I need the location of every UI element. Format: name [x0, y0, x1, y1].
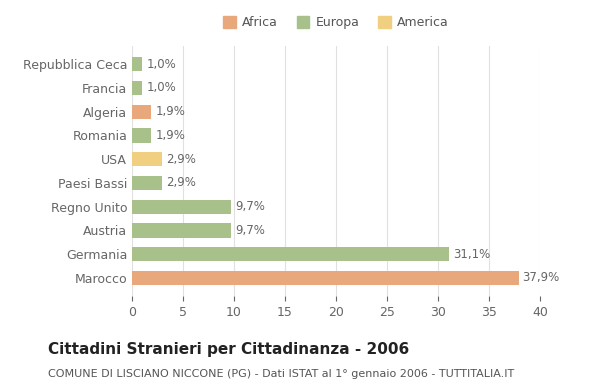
Text: 1,9%: 1,9% [155, 105, 185, 118]
Text: COMUNE DI LISCIANO NICCONE (PG) - Dati ISTAT al 1° gennaio 2006 - TUTTITALIA.IT: COMUNE DI LISCIANO NICCONE (PG) - Dati I… [48, 369, 514, 378]
Bar [132, 152, 161, 166]
Text: 2,9%: 2,9% [166, 153, 196, 166]
Text: 2,9%: 2,9% [166, 176, 196, 189]
Bar [132, 200, 231, 214]
Text: 31,1%: 31,1% [454, 248, 491, 261]
Bar [132, 176, 161, 190]
Bar [132, 57, 142, 71]
Bar [132, 271, 518, 285]
Text: 1,0%: 1,0% [146, 58, 176, 71]
Legend: Africa, Europa, America: Africa, Europa, America [218, 11, 454, 34]
Text: 9,7%: 9,7% [235, 224, 265, 237]
Text: 37,9%: 37,9% [523, 271, 560, 284]
Bar [132, 128, 151, 142]
Text: 1,9%: 1,9% [155, 129, 185, 142]
Bar [132, 247, 449, 261]
Bar [132, 105, 151, 119]
Text: 9,7%: 9,7% [235, 200, 265, 213]
Text: Cittadini Stranieri per Cittadinanza - 2006: Cittadini Stranieri per Cittadinanza - 2… [48, 342, 409, 357]
Bar [132, 223, 231, 238]
Bar [132, 81, 142, 95]
Text: 1,0%: 1,0% [146, 81, 176, 94]
